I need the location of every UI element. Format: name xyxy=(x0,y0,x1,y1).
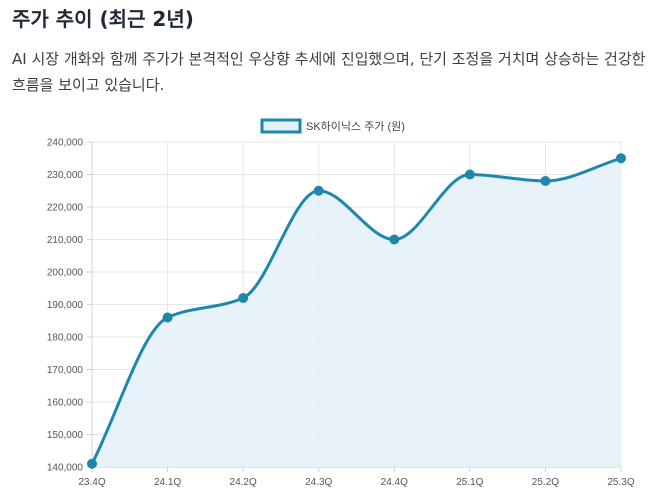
y-tick-label: 140,000 xyxy=(47,463,84,474)
data-point[interactable] xyxy=(87,458,97,469)
data-point[interactable] xyxy=(238,293,249,303)
y-tick-label: 240,000 xyxy=(47,138,84,149)
data-point[interactable] xyxy=(162,312,173,323)
y-tick-label: 220,000 xyxy=(47,203,84,214)
chart-description: AI 시장 개화와 함께 주가가 본격적인 우상향 추세에 진입했으며, 단기 … xyxy=(12,50,646,94)
x-tick-label: 23.4Q xyxy=(78,477,105,488)
data-point[interactable] xyxy=(464,169,475,180)
y-tick-label: 230,000 xyxy=(47,170,84,181)
y-tick-label: 180,000 xyxy=(47,333,84,344)
x-tick-label: 25.2Q xyxy=(532,477,559,488)
y-tick-label: 170,000 xyxy=(47,365,84,376)
x-tick-label: 24.4Q xyxy=(381,477,408,488)
data-point[interactable] xyxy=(313,185,324,196)
legend[interactable]: SK하이닉스 주가 (원) xyxy=(260,118,405,134)
data-point[interactable] xyxy=(616,153,626,164)
y-tick-label: 160,000 xyxy=(47,398,84,409)
data-point[interactable] xyxy=(389,234,400,245)
data-point[interactable] xyxy=(540,176,551,186)
area-fill xyxy=(92,158,621,467)
x-tick-label: 25.3Q xyxy=(607,477,634,488)
legend-label: SK하이닉스 주가 (원) xyxy=(306,119,405,133)
y-tick-label: 150,000 xyxy=(47,430,84,441)
stock-price-chart: 140,000 150,000 160,000 170,000 180,000 190,0… xyxy=(47,118,635,489)
axis-layer: 140,000 150,000 160,000 170,000 180,000 190,0… xyxy=(47,138,635,489)
x-tick-label: 24.2Q xyxy=(230,477,257,488)
x-tick-label: 25.1Q xyxy=(456,477,483,488)
y-tick-label: 210,000 xyxy=(47,235,84,246)
x-tick-label: 24.3Q xyxy=(305,477,332,488)
page-title: 주가 추이 (최근 2년) xyxy=(12,7,194,31)
y-tick-label: 190,000 xyxy=(47,300,84,311)
legend-swatch xyxy=(260,118,302,134)
point-layer xyxy=(87,153,626,469)
x-tick-label: 24.1Q xyxy=(154,477,181,488)
y-tick-label: 200,000 xyxy=(47,268,84,279)
